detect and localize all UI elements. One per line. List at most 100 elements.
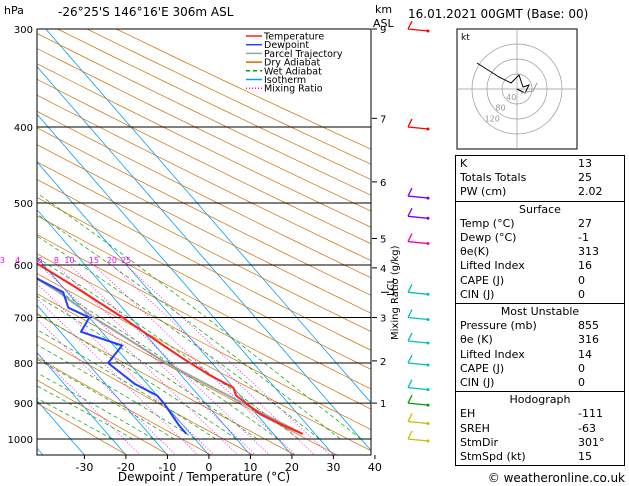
pressure-tick-label: 500 bbox=[14, 199, 33, 210]
wind-barb bbox=[407, 316, 429, 321]
wind-barb bbox=[407, 420, 429, 425]
x-tick-label: 40 bbox=[368, 461, 382, 474]
wet-adiabat-line bbox=[37, 397, 113, 440]
wind-barb bbox=[407, 402, 429, 406]
mixing-ratio-line bbox=[69, 264, 271, 455]
hodograph-ring-label: 80 bbox=[495, 104, 505, 113]
wind-barb-dot bbox=[426, 196, 430, 200]
dry-adiabat-line bbox=[86, 29, 371, 165]
x-tick-label: -30 bbox=[75, 461, 93, 474]
wind-barb bbox=[407, 340, 429, 344]
mixing-ratio-line bbox=[37, 298, 199, 455]
hodograph-storm-trace bbox=[520, 82, 538, 94]
mixing-ratio-line bbox=[39, 264, 239, 455]
wind-barb-flag bbox=[407, 332, 413, 342]
wind-barb-flag bbox=[407, 20, 413, 30]
wind-barb-flag bbox=[407, 379, 413, 388]
hodograph-ring-label: 40 bbox=[506, 93, 516, 102]
legend-label: Dewpoint bbox=[264, 40, 309, 51]
index-row: θe(K) 313 bbox=[460, 245, 599, 259]
wind-barb-dot bbox=[426, 439, 430, 443]
chart-title: -26°25'S 146°16'E 306m ASL bbox=[58, 5, 234, 19]
mixing-ratio-line bbox=[56, 264, 257, 455]
wind-barb bbox=[407, 438, 429, 442]
indices-surface: Surface Temp (°C) 27 Dewp (°C) -1 θe(K) 313… bbox=[455, 201, 625, 305]
index-row: Lifted Index 14 bbox=[460, 347, 592, 361]
wind-barb bbox=[407, 386, 429, 391]
pressure-tick-label: 400 bbox=[14, 123, 33, 134]
dry-adiabat-line bbox=[37, 179, 371, 351]
legend-label: Temperature bbox=[263, 32, 324, 43]
wind-barb bbox=[407, 291, 429, 295]
indices-hodograph: Hodograph EH -111 SREH -63 StmDir 301° StmS… bbox=[455, 392, 625, 467]
wind-barb-dot bbox=[426, 403, 430, 407]
x-axis-label: Dewpoint / Temperature (°C) bbox=[118, 470, 290, 484]
isotherm-line bbox=[37, 209, 251, 455]
section-title: Hodograph bbox=[509, 393, 571, 407]
wind-barb bbox=[407, 195, 429, 199]
wind-barb-flag bbox=[407, 413, 413, 422]
index-row: CAPE (J) 0 bbox=[460, 273, 585, 287]
mixing-ratio-label: 4 bbox=[15, 256, 20, 265]
indices-table: K 13 Totals Totals 25 PW (cm) 2.02 Surface … bbox=[455, 155, 625, 467]
isotherm-line bbox=[45, 29, 371, 404]
wind-barb-flag bbox=[407, 394, 413, 404]
index-row: PW (cm) 2.02 bbox=[460, 185, 603, 199]
mixing-ratio-label: 10 bbox=[64, 256, 74, 265]
wet-adiabat-line bbox=[37, 235, 320, 440]
index-row: CAPE (J) 0 bbox=[460, 361, 585, 375]
km-tick-label: 9 bbox=[380, 25, 386, 36]
index-row: StmSpd (kt) 15 bbox=[460, 450, 592, 464]
hodograph-ring-label: 120 bbox=[485, 114, 500, 123]
dry-adiabat-line bbox=[115, 29, 371, 150]
x-tick-label: 30 bbox=[326, 461, 340, 474]
wet-adiabat-line bbox=[37, 312, 237, 440]
isotherm-line bbox=[37, 161, 293, 455]
dry-adiabat-line bbox=[37, 48, 371, 212]
wet-adiabat-line bbox=[37, 344, 196, 440]
isotherm-line bbox=[37, 113, 334, 455]
dry-adiabat-line bbox=[37, 110, 371, 279]
index-row: SREH -63 bbox=[460, 421, 596, 435]
dry-adiabat-line bbox=[37, 357, 212, 455]
wind-barb-dot bbox=[426, 318, 430, 322]
wind-barb-flag bbox=[407, 309, 413, 318]
datetime: 16.01.2021 00GMT (Base: 00) bbox=[408, 7, 588, 21]
km-tick-label: 7 bbox=[380, 114, 386, 125]
wind-barb-dot bbox=[426, 216, 430, 220]
index-row: Lifted Index 16 bbox=[460, 259, 592, 273]
pressure-tick-label: 1000 bbox=[8, 435, 33, 446]
pressure-unit: hPa bbox=[4, 4, 24, 17]
wind-barb-dot bbox=[426, 127, 430, 131]
isotherm-line bbox=[37, 304, 168, 455]
mixing-ratio-label: 25 bbox=[121, 256, 131, 265]
wind-barb-dot bbox=[426, 363, 430, 367]
legend-label: Wet Adiabat bbox=[264, 66, 322, 77]
wet-adiabat-line bbox=[37, 192, 362, 440]
wind-barb-flag bbox=[407, 284, 413, 293]
pressure-tick-label: 800 bbox=[14, 359, 33, 370]
mixing-ratio-label: 20 bbox=[107, 256, 117, 265]
x-tick-label: 0 bbox=[205, 461, 212, 474]
dry-adiabat-line bbox=[37, 314, 296, 455]
mixing-ratio-line bbox=[37, 283, 215, 455]
dry-adiabat-line bbox=[37, 161, 371, 332]
wet-adiabat-line bbox=[37, 295, 258, 440]
mixing-ratio-line bbox=[37, 318, 177, 455]
mixing-ratio-label: 8 bbox=[54, 256, 59, 265]
wind-barb-flag bbox=[407, 233, 413, 242]
dewpoint-line bbox=[37, 277, 188, 435]
km-tick-label: 2 bbox=[380, 357, 386, 368]
index-row: Dewp (°C) -1 bbox=[460, 231, 589, 245]
pressure-tick-label: 300 bbox=[14, 25, 33, 36]
index-row: θe (K) 316 bbox=[460, 333, 599, 347]
wind-barb bbox=[407, 126, 429, 130]
dry-adiabat-line bbox=[37, 253, 371, 431]
section-title: Surface bbox=[519, 202, 561, 216]
plot-frame bbox=[36, 28, 372, 456]
wind-barb-flag bbox=[407, 118, 413, 128]
km-tick-label: 6 bbox=[380, 178, 386, 189]
dry-adiabat-line bbox=[37, 234, 371, 410]
